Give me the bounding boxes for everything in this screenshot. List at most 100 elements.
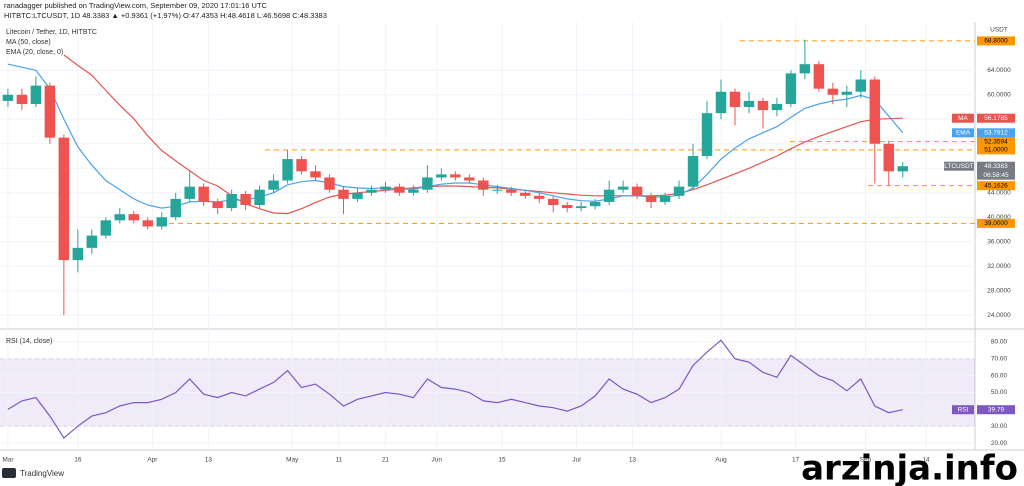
- candle-body: [603, 189, 615, 202]
- candle-body: [268, 180, 279, 190]
- candle-body: [701, 113, 713, 157]
- badge-value: [977, 405, 1015, 415]
- y-tick-label: 60.0000: [987, 92, 1011, 99]
- candle-body: [743, 100, 755, 108]
- x-tick-label: 15: [498, 457, 506, 464]
- candle-body: [338, 189, 349, 199]
- candle-body: [827, 88, 839, 95]
- legend-ema: EMA (20, close, 0): [6, 49, 63, 56]
- rsi-tick-label: 60.00: [991, 372, 1008, 379]
- candle-body: [86, 235, 98, 248]
- candle-body: [492, 189, 503, 191]
- candle-body: [282, 159, 293, 181]
- candle-body: [841, 91, 853, 95]
- candle-body: [589, 201, 601, 207]
- y-tick-label: 24.0000: [987, 312, 1011, 319]
- candle-body: [533, 195, 545, 199]
- candle-body: [72, 247, 84, 261]
- candle-body: [240, 193, 251, 205]
- x-tick-label: 13: [205, 457, 213, 464]
- badge-name: [952, 113, 974, 123]
- candle-body: [394, 186, 405, 193]
- candle-body: [785, 73, 797, 104]
- symbol-line: HITBTC:LTCUSDT, 1D 48.3383 ▲ +0.9361 (+1…: [4, 11, 327, 20]
- candle-body: [813, 64, 825, 89]
- byline: ranadagger published on TradingView.com,…: [4, 1, 268, 10]
- rsi-line: [7, 339, 903, 439]
- candle-body: [366, 189, 377, 193]
- candle-body: [450, 174, 461, 178]
- candle-body: [883, 143, 895, 172]
- candle-body: [799, 64, 811, 74]
- candle-body: [617, 186, 629, 190]
- level-label: 39.0000: [984, 220, 1008, 227]
- candle-body: [561, 205, 573, 209]
- candle-body: [2, 94, 14, 101]
- candle-body: [631, 186, 643, 196]
- candle-body: [464, 177, 475, 181]
- candle-body: [380, 186, 391, 190]
- candle-body: [198, 186, 209, 202]
- badge-value-text: 53.7912: [984, 130, 1008, 137]
- x-tick-label: 14: [922, 457, 930, 464]
- candle-body: [547, 198, 559, 205]
- candle-body: [184, 186, 195, 199]
- candle-body: [296, 159, 307, 172]
- badge-name: [952, 128, 974, 138]
- candle-body: [897, 166, 909, 172]
- candle-body: [310, 171, 321, 178]
- badge-name-text: LTCUSDT: [944, 163, 974, 170]
- watermark: arzinja.info: [801, 449, 1018, 486]
- candle-body: [659, 195, 671, 202]
- candle-body: [729, 91, 741, 108]
- candle-body: [715, 91, 727, 114]
- indicator-line: [7, 63, 904, 209]
- y-tick-label: 36.0000: [987, 238, 1011, 245]
- level-badge: [977, 36, 1015, 46]
- candle-body: [30, 85, 42, 104]
- y-tick-label: 44.0000: [987, 189, 1011, 196]
- candle-body: [16, 94, 28, 104]
- badge-name: [944, 161, 974, 171]
- badge-value: [977, 113, 1015, 123]
- rsi-tick-label: 80.00: [991, 339, 1008, 346]
- candle-body: [114, 214, 126, 221]
- brand: TradingView: [20, 469, 64, 478]
- watermark-box: [826, 452, 1024, 486]
- level-label: 52.3594: [984, 138, 1008, 145]
- y-tick-label: 64.0000: [987, 67, 1011, 74]
- candle-body: [687, 156, 699, 187]
- level-label: 51.0000: [984, 147, 1008, 154]
- y-tick-label: 32.0000: [987, 263, 1011, 270]
- candle-body: [58, 137, 70, 261]
- x-tick-label: Jun: [431, 457, 442, 464]
- x-tick-label: May: [286, 457, 299, 464]
- x-tick-label: 21: [382, 457, 390, 464]
- x-tick-label: Jul: [572, 457, 581, 464]
- brand-logo: [2, 468, 16, 478]
- legend-ma: MA (50, close): [6, 39, 51, 46]
- rsi-tick-label: 30.00: [991, 423, 1008, 430]
- y-tick-label: 28.0000: [987, 287, 1011, 294]
- level-label: 45.1626: [984, 182, 1008, 189]
- plot: [0, 22, 975, 450]
- candle-body: [855, 79, 867, 92]
- x-tick-label: Sep: [860, 457, 872, 464]
- x-tick-label: Apr: [147, 457, 158, 464]
- badge-value: [977, 128, 1015, 138]
- last-price: 48.3383: [984, 163, 1008, 170]
- badge-value-text: 39.79: [988, 406, 1005, 413]
- level-badge: [977, 145, 1015, 155]
- rsi-tick-label: 70.00: [991, 356, 1008, 363]
- x-tick-label: Mar: [2, 457, 14, 464]
- badge-value-text: 56.1785: [984, 115, 1008, 122]
- x-tick-label: 17: [792, 457, 800, 464]
- level-badge: [977, 181, 1015, 191]
- candle-body: [44, 85, 56, 138]
- candle-body: [645, 195, 657, 202]
- badge-name-text: RSI: [958, 406, 969, 413]
- candle-body: [156, 217, 167, 227]
- rsi-tick-label: 20.00: [991, 440, 1008, 447]
- candle-body: [436, 174, 447, 178]
